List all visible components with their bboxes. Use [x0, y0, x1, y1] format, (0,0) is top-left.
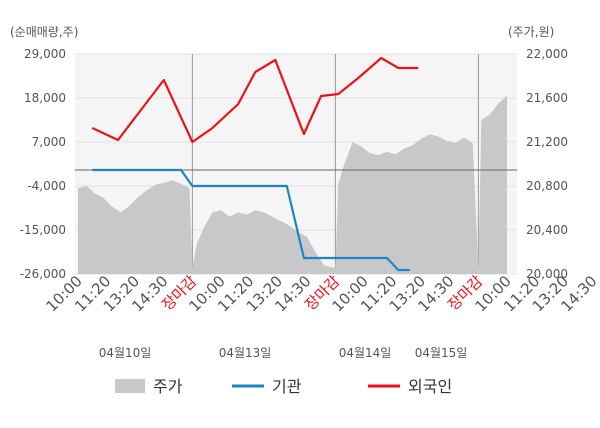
left-axis-ticks: 29,000 18,000 7,000 -4,000 -15,000 -26,000 — [20, 47, 66, 281]
date-label: 04월13일 — [219, 346, 272, 360]
series-line-기관 — [92, 168, 410, 272]
left-tick-label: 29,000 — [24, 47, 66, 61]
right-tick-label: 20,000 — [526, 267, 568, 281]
left-axis-title: (순매매량,주) — [10, 25, 78, 39]
left-tick-label: -26,000 — [20, 267, 66, 281]
legend-label-foreign: 외국인 — [408, 377, 452, 396]
date-label: 04월14일 — [339, 346, 392, 360]
right-tick-label: 21,200 — [526, 135, 568, 149]
series-lines — [91, 56, 419, 272]
left-tick-label: -4,000 — [27, 179, 66, 193]
legend-swatch-price — [115, 379, 145, 393]
date-label: 04월15일 — [415, 346, 468, 360]
left-tick-label: 18,000 — [24, 91, 66, 105]
date-label: 04월10일 — [99, 346, 152, 360]
legend-label-institution: 기관 — [272, 377, 302, 396]
right-tick-label: 22,000 — [526, 47, 568, 61]
left-tick-label: 7,000 — [32, 135, 66, 149]
right-tick-label: 20,800 — [526, 179, 568, 193]
price-area — [78, 95, 507, 274]
x-axis-ticks: 10:0011:2013:2014:30장마감10:0011:2013:2014… — [43, 272, 600, 315]
right-axis-title: (주가,원) — [508, 25, 554, 39]
series-price-area — [78, 95, 507, 274]
left-tick-label: -15,000 — [20, 223, 66, 237]
right-tick-label: 20,400 — [526, 223, 568, 237]
legend: 주가 기관 외국인 — [115, 377, 452, 396]
series-line-외국인 — [91, 56, 419, 144]
date-labels: 04월10일 04월13일 04월14일 04월15일 — [99, 346, 468, 360]
right-axis-ticks: 22,000 21,600 21,200 20,800 20,400 20,000 — [526, 47, 568, 281]
legend-label-price: 주가 — [153, 377, 183, 396]
right-tick-label: 21,600 — [526, 91, 568, 105]
